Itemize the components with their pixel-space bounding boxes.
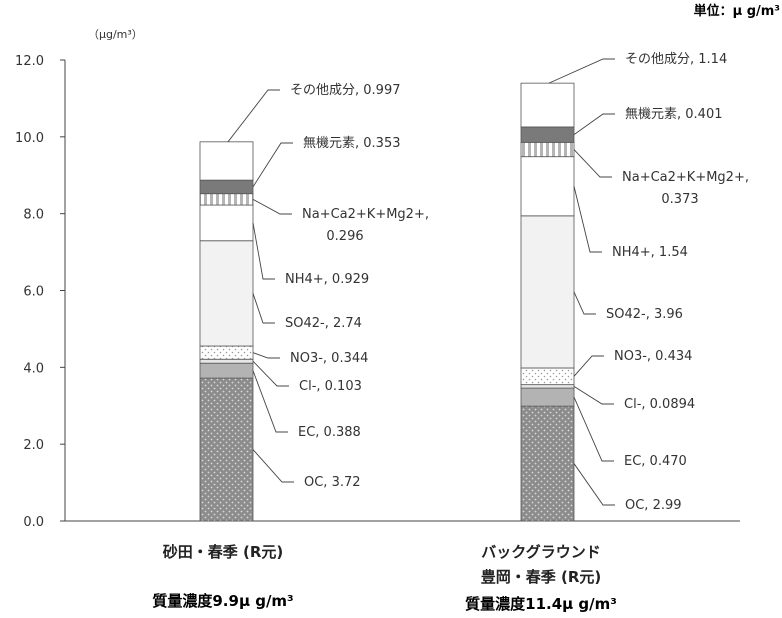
- label-1-無機元素: 無機元素, 0.401: [625, 107, 722, 122]
- label-1-NH4+: NH4+, 1.54: [612, 245, 688, 260]
- bar-1-無機元素: [520, 126, 575, 143]
- leader-1-Cl-: [573, 385, 614, 405]
- y-tick-label-6: 12.0: [15, 54, 44, 69]
- bar-1-その他成分: [520, 82, 575, 128]
- label-1-EC: EC, 0.470: [624, 454, 687, 469]
- label-0-EC: EC, 0.388: [298, 425, 361, 440]
- bar-1-EC: [520, 387, 575, 407]
- category-label-0-line-0: 砂田・春季 (R元): [163, 543, 283, 561]
- label-1-SO42-: SO42-, 3.96: [606, 307, 683, 322]
- bar-1-NH4+: [520, 156, 575, 217]
- label-0-OC: OC, 3.72: [304, 475, 361, 490]
- y-tick-label-4: 8.0: [23, 208, 44, 223]
- y-tick-label-3: 6.0: [23, 285, 44, 300]
- leader-1-その他成分: [548, 58, 615, 84]
- leader-1-SO42-: [573, 291, 596, 315]
- leader-1-Na+Ca2+K+Mg2+: [573, 149, 612, 178]
- leader-0-Na+Ca2+K+Mg2+: [252, 198, 292, 215]
- y-tick-label-1: 2.0: [23, 438, 44, 453]
- mass-label-1: 質量濃度11.4μ g/m³: [465, 595, 617, 613]
- bar-0-EC: [199, 362, 254, 379]
- label-1-Na+Ca2+K+Mg2+-line-1: 0.373: [661, 192, 698, 207]
- label-0-その他成分: その他成分, 0.997: [290, 83, 400, 98]
- y-axis: 0.0 2.0 4.0 6.0 8.0 10.0 12.0: [15, 54, 740, 530]
- label-0-SO42-: SO42-, 2.74: [285, 316, 362, 331]
- label-0-NH4+: NH4+, 0.929: [285, 272, 369, 287]
- leader-1-無機元素: [573, 113, 615, 136]
- category-label-1-line-1: 豊岡・春季 (R元): [481, 568, 601, 586]
- bar-0-OC: [199, 377, 254, 522]
- leader-0-SO42-: [252, 293, 275, 324]
- label-1-Cl-: Cl-, 0.0894: [624, 397, 695, 412]
- label-0-Na+Ca2+K+Mg2+-line-0: Na+Ca2+K+Mg2+,: [302, 207, 429, 222]
- label-0-Cl-: Cl-, 0.103: [299, 379, 362, 394]
- leader-0-無機元素: [252, 142, 293, 188]
- leader-0-NH4+: [252, 222, 275, 280]
- bar-1-Cl-: [520, 384, 575, 389]
- leader-1-OC: [573, 463, 615, 506]
- bar-0-NH4+: [199, 204, 254, 242]
- unit-label: 単位：μ g/m³: [694, 3, 780, 19]
- leader-1-NH4+: [573, 186, 602, 253]
- leader-1-EC: [573, 396, 614, 462]
- label-0-Na+Ca2+K+Mg2+-line-1: 0.296: [326, 229, 363, 244]
- bar-0-SO42-: [199, 240, 254, 347]
- bars: [199, 82, 575, 522]
- leader-0-NO3-: [252, 352, 280, 359]
- bar-0-Na+Ca2+K+Mg2+: [199, 193, 254, 206]
- label-1-NO3-: NO3-, 0.434: [614, 349, 692, 364]
- bar-1-SO42-: [520, 215, 575, 369]
- bar-0-無機元素: [199, 179, 254, 195]
- bar-1-OC: [520, 405, 575, 522]
- y-tick-label-0: 0.0: [23, 515, 44, 530]
- bar-0-NO3-: [199, 345, 254, 360]
- leader-0-EC: [252, 370, 288, 433]
- bar-0-Cl-: [199, 358, 254, 364]
- label-1-Na+Ca2+K+Mg2+-line-0: Na+Ca2+K+Mg2+,: [622, 170, 749, 185]
- y-axis-unit: （μg/m³）: [88, 28, 143, 41]
- category-label-1-line-0: バックグラウンド: [481, 543, 600, 561]
- leader-0-OC: [252, 449, 294, 483]
- mass-label-0: 質量濃度9.9μ g/m³: [152, 592, 293, 610]
- label-0-無機元素: 無機元素, 0.353: [303, 136, 400, 151]
- bar-1-NO3-: [520, 367, 575, 386]
- segment-labels: OC, 3.72 OC, 2.99 EC, 0.388 EC, 0.470 Cl-, 0…: [227, 52, 749, 513]
- leader-0-Cl-: [252, 360, 289, 387]
- label-1-その他成分: その他成分, 1.14: [625, 52, 727, 67]
- y-tick-label-5: 10.0: [15, 131, 44, 146]
- leader-1-NO3-: [573, 355, 604, 377]
- category-labels: 砂田・春季 (R元) バックグラウンド 豊岡・春季 (R元) 質量濃度9.9μ …: [152, 543, 616, 613]
- bar-0-その他成分: [199, 141, 254, 181]
- label-0-NO3-: NO3-, 0.344: [290, 351, 368, 366]
- bar-1-Na+Ca2+K+Mg2+: [520, 141, 575, 158]
- label-1-OC: OC, 2.99: [625, 498, 682, 513]
- y-tick-label-2: 4.0: [23, 361, 44, 376]
- leader-0-その他成分: [227, 89, 280, 143]
